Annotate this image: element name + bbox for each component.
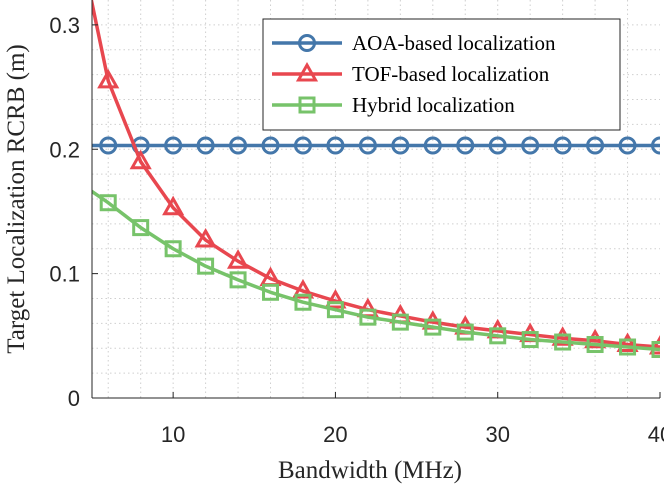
axes: [91, 0, 661, 399]
legend-marker-triangle: [295, 61, 319, 82]
data-point-square: [262, 283, 280, 301]
y-axis-label: Target Localization RCRB (m): [3, 44, 30, 354]
data-point-triangle: [291, 278, 315, 299]
data-point-circle: [164, 136, 183, 155]
data-point-square: [164, 240, 182, 258]
data-point-circle: [99, 136, 118, 155]
tick-labels: 10 20 30 40 0 0.1 0.2 0.3: [49, 13, 664, 447]
y-tick-label: 0.3: [49, 13, 80, 38]
series-line-square: [92, 189, 660, 352]
data-point-triangle: [129, 149, 152, 170]
x-tick-label: 10: [161, 422, 185, 447]
legend-marker-square: [298, 96, 316, 114]
data-point-circle: [618, 136, 637, 155]
legend: AOA-based localization TOF-based localiza…: [262, 18, 621, 131]
data-point-square: [424, 318, 442, 336]
data-point-square: [489, 327, 507, 345]
data-point-circle: [261, 136, 280, 155]
data-point-square: [326, 301, 344, 319]
data-point-square: [99, 194, 117, 212]
data-point-triangle: [584, 328, 607, 349]
data-point-triangle: [194, 228, 217, 248]
data-point-square: [359, 308, 377, 326]
legend-label-triangle: TOF-based localization: [352, 62, 550, 86]
data-point-triangle: [648, 334, 660, 355]
data-point-circle: [651, 136, 660, 155]
data-point-circle: [358, 136, 377, 155]
legend-label-square: Hybrid localization: [352, 93, 515, 117]
data-point-square: [651, 340, 660, 358]
y-tick-label: 0: [68, 386, 80, 411]
data-point-square: [391, 313, 409, 331]
data-point-square: [294, 293, 312, 311]
legend-label-circle: AOA-based localization: [352, 31, 556, 55]
data-point-circle: [423, 136, 442, 155]
series-square: [92, 189, 660, 358]
data-point-triangle: [226, 249, 250, 269]
data-point-square: [521, 331, 539, 349]
data-point-circle: [553, 136, 572, 155]
data-point-triangle: [97, 68, 120, 89]
series-group: [92, 0, 660, 358]
data-point-circle: [456, 136, 475, 155]
data-point-square: [586, 336, 604, 354]
data-point-circle: [586, 136, 605, 155]
data-point-square: [229, 271, 247, 289]
data-point-square: [554, 333, 572, 351]
data-point-circle: [326, 136, 345, 155]
x-axis-label: Bandwidth (MHz): [278, 457, 462, 484]
x-tick-label: 40: [648, 422, 664, 447]
series-circle: [92, 136, 660, 155]
data-point-circle: [521, 136, 540, 155]
data-point-square: [197, 257, 215, 275]
y-tick-label: 0.1: [49, 262, 80, 287]
data-point-circle: [229, 136, 248, 155]
x-tick-label: 20: [323, 422, 347, 447]
x-tick-label: 30: [485, 422, 509, 447]
data-point-triangle: [616, 332, 639, 353]
data-point-square: [132, 219, 150, 237]
data-point-triangle: [324, 288, 347, 309]
legend-marker-circle: [298, 34, 316, 52]
data-point-square: [619, 338, 637, 356]
data-point-circle: [488, 136, 507, 155]
data-point-circle: [391, 136, 410, 155]
data-point-circle: [293, 136, 312, 155]
data-point-triangle: [551, 326, 574, 346]
data-point-circle: [196, 136, 215, 155]
data-point-triangle: [162, 195, 185, 216]
data-point-square: [456, 323, 474, 341]
y-tick-label: 0.2: [49, 137, 80, 162]
